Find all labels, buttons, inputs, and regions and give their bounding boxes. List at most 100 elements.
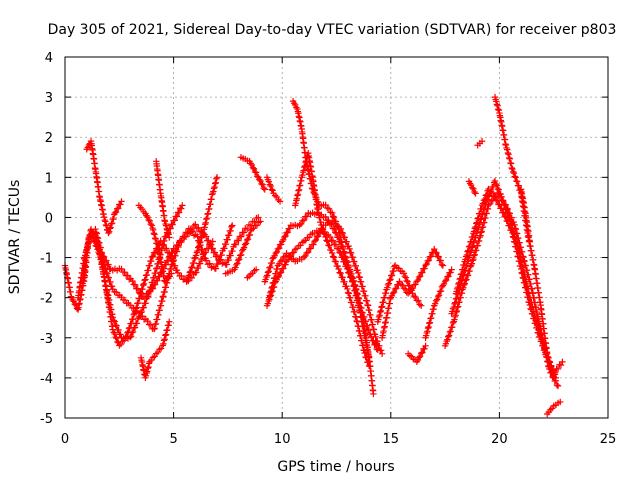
data-point — [501, 202, 508, 209]
data-point — [134, 299, 142, 307]
data-point — [550, 374, 557, 382]
data-point — [112, 333, 119, 341]
data-point — [144, 317, 151, 325]
data-point — [268, 186, 275, 193]
data-point — [140, 280, 148, 288]
data-point — [122, 334, 130, 341]
data-point — [356, 274, 363, 281]
data-point — [149, 253, 157, 260]
data-point — [474, 242, 481, 249]
data-point — [332, 258, 340, 265]
data-point — [477, 232, 484, 239]
data-point — [400, 284, 408, 292]
data-point — [281, 233, 288, 241]
data-point — [105, 228, 113, 235]
data-point — [348, 299, 355, 306]
data-point — [240, 244, 248, 251]
y-tick-label: -2 — [40, 292, 53, 307]
data-point — [145, 267, 152, 274]
data-point — [528, 306, 535, 313]
data-point — [252, 169, 260, 176]
data-point — [549, 368, 556, 376]
data-point — [416, 301, 423, 308]
data-point — [438, 261, 446, 268]
data-point — [444, 336, 451, 343]
data-point — [133, 304, 140, 311]
data-point — [277, 241, 285, 248]
x-tick-label: 25 — [600, 432, 617, 447]
data-point — [441, 278, 449, 285]
data-point — [138, 308, 145, 316]
data-point — [410, 292, 418, 300]
data-point — [412, 281, 419, 288]
data-point — [248, 161, 255, 169]
data-point — [227, 252, 234, 259]
data-point — [213, 174, 221, 181]
data-point — [100, 213, 108, 221]
data-point — [469, 257, 476, 264]
data-point — [145, 292, 152, 300]
data-point — [164, 226, 171, 234]
data-point — [210, 185, 218, 192]
data-point — [297, 220, 305, 228]
data-point — [241, 241, 249, 248]
data-point — [424, 257, 431, 265]
data-point — [325, 205, 333, 212]
data-point — [172, 252, 179, 260]
data-point — [320, 230, 328, 237]
data-point — [446, 328, 454, 336]
data-point — [494, 102, 501, 109]
data-point — [140, 304, 147, 311]
data-point — [178, 205, 185, 212]
data-point — [473, 220, 480, 227]
data-point — [279, 256, 286, 264]
data-point — [258, 180, 265, 188]
data-point — [162, 284, 170, 291]
data-point — [515, 182, 522, 189]
data-point — [329, 213, 337, 220]
data-point — [117, 201, 124, 208]
data-point — [136, 295, 143, 302]
data-point — [154, 245, 161, 252]
data-point — [250, 165, 258, 172]
data-point — [175, 243, 182, 251]
data-point — [435, 292, 443, 299]
data-point — [508, 226, 515, 234]
data-point — [362, 318, 369, 325]
data-point — [163, 245, 170, 252]
data-point — [145, 363, 152, 371]
data-point — [547, 363, 555, 371]
data-point — [462, 256, 469, 263]
data-point — [240, 229, 248, 236]
data-point — [421, 345, 428, 352]
data-point — [160, 293, 167, 300]
data-point — [321, 231, 328, 238]
data-point — [349, 303, 357, 311]
series-track-12 — [244, 266, 260, 281]
data-point — [312, 236, 320, 244]
data-point — [273, 248, 280, 256]
data-point — [202, 249, 209, 256]
data-point — [150, 274, 158, 282]
data-point — [451, 313, 459, 321]
data-point — [277, 258, 284, 265]
data-point — [211, 183, 218, 191]
data-point — [318, 221, 325, 229]
data-point — [385, 280, 393, 287]
data-point — [468, 260, 476, 267]
data-point — [322, 213, 329, 221]
data-point — [422, 342, 429, 349]
data-point — [451, 316, 458, 323]
series-track-10 — [222, 218, 264, 277]
data-point — [234, 260, 241, 267]
data-point — [142, 300, 149, 307]
data-point — [480, 197, 488, 204]
data-point — [505, 154, 513, 162]
data-point — [185, 225, 193, 232]
data-point — [506, 155, 514, 163]
data-point — [178, 272, 185, 280]
series-track-19 — [374, 262, 425, 325]
data-point — [557, 361, 565, 369]
data-point — [260, 184, 267, 192]
data-point — [361, 349, 368, 357]
